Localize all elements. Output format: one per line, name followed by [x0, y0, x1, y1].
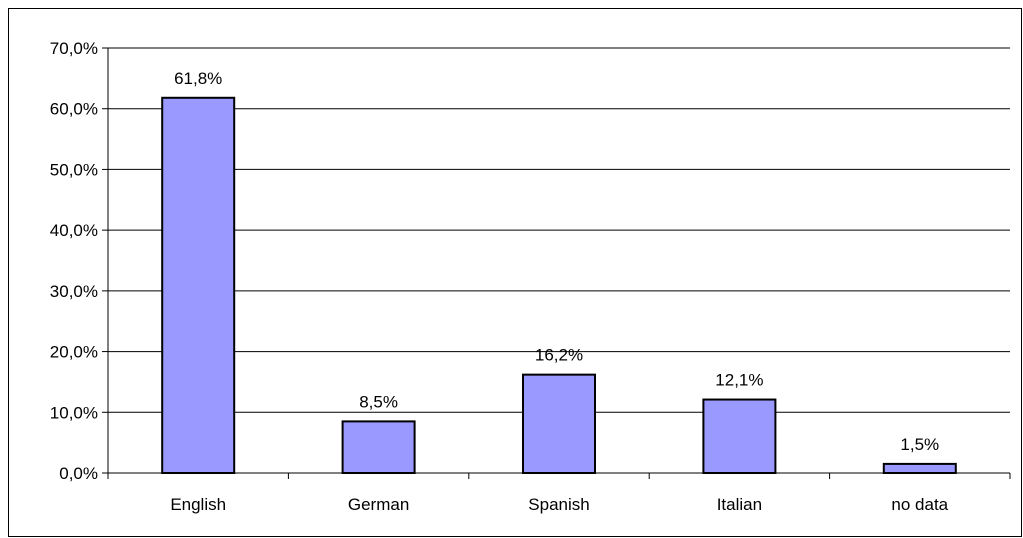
x-category-label: Italian [717, 495, 762, 514]
data-label: 61,8% [174, 69, 222, 88]
y-tick-label: 30,0% [50, 282, 98, 301]
bar-english [161, 96, 236, 475]
bar-spanish [522, 373, 596, 474]
y-tick-label: 40,0% [50, 221, 98, 240]
labels: 0,0% 10,0% 20,0% 30,0% 40,0% 50,0% 60,0% 70,0% 6… [50, 39, 949, 514]
bars [161, 96, 957, 475]
x-category-label: German [348, 495, 409, 514]
axes [102, 47, 1011, 479]
data-label: 16,2% [535, 346, 583, 365]
x-category-label: English [170, 495, 226, 514]
y-tick-label: 50,0% [50, 160, 98, 179]
y-tick-label: 20,0% [50, 343, 98, 362]
x-category-label: no data [891, 495, 948, 514]
bar-no-data [882, 462, 957, 474]
y-tick-label: 0,0% [59, 464, 98, 483]
data-label: 8,5% [359, 392, 398, 411]
bar-german [341, 420, 416, 474]
gridlines [108, 47, 1010, 413]
y-tick-label: 60,0% [50, 100, 98, 119]
x-category-label: Spanish [528, 495, 589, 514]
data-label: 12,1% [715, 371, 763, 390]
y-tick-label: 70,0% [50, 39, 98, 58]
y-tick-label: 10,0% [50, 403, 98, 422]
data-label: 1,5% [900, 435, 939, 454]
bar-italian [702, 398, 777, 474]
